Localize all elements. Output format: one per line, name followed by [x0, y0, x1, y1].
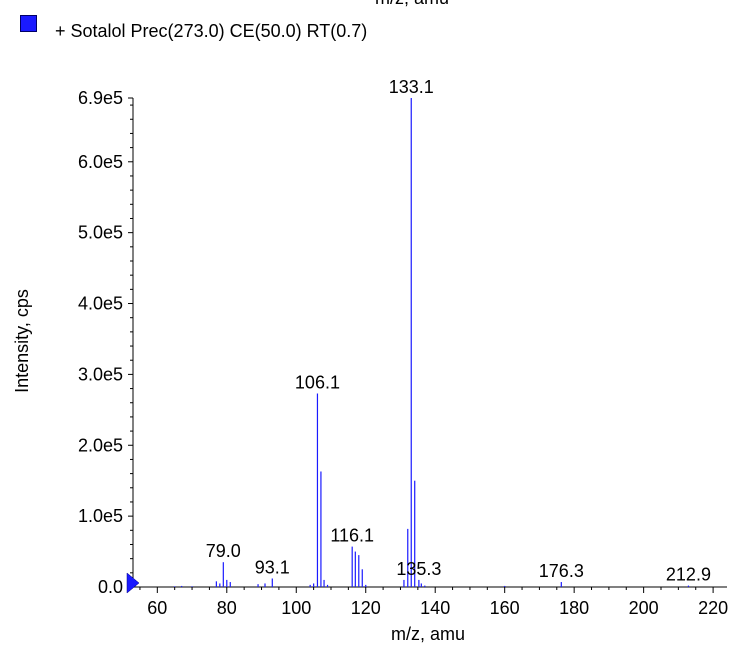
y-tick-label: 1.0e5 [78, 506, 123, 526]
legend-swatch [20, 14, 37, 32]
peak-label: 135.3 [396, 559, 441, 579]
peak-label: 93.1 [255, 557, 290, 577]
origin-marker-icon [126, 572, 140, 594]
y-tick-label: 6.9e5 [78, 88, 123, 108]
x-tick-label: 220 [698, 598, 728, 618]
peak-labels: 79.0 93.1 106.1 116.1 133.1 135.3 176.3 212.9 [206, 77, 711, 585]
y-tick-label: 5.0e5 [78, 223, 123, 243]
y-tick-label: 2.0e5 [78, 435, 123, 455]
y-tick-label: 3.0e5 [78, 364, 123, 384]
x-tick-label: 160 [490, 598, 520, 618]
y-ticks: 0.0 1.0e5 2.0e5 3.0e5 4.0e5 5.0e5 6.0e5 6.9e5 [78, 88, 133, 597]
x-tick-label: 120 [351, 598, 381, 618]
peak-label: 116.1 [330, 526, 374, 546]
legend: + Sotalol Prec(273.0) CE(50.0) RT(0.7) [20, 14, 368, 42]
x-tick-label: 100 [281, 598, 311, 618]
x-tick-label: 200 [629, 598, 659, 618]
x-tick-label: 60 [147, 598, 167, 618]
peaks [174, 98, 690, 587]
x-tick-label: 140 [420, 598, 450, 618]
peak-label: 79.0 [206, 541, 241, 561]
axes [132, 98, 727, 588]
x-tick-label: 80 [217, 598, 237, 618]
peak-label: 212.9 [666, 565, 711, 585]
peak-label: 133.1 [389, 77, 434, 97]
x-axis-title: m/z, amu [391, 624, 465, 644]
peak-label: 106.1 [295, 373, 340, 393]
y-tick-label: 0.0 [98, 577, 123, 597]
legend-label: + Sotalol Prec(273.0) CE(50.0) RT(0.7) [55, 20, 368, 41]
y-tick-label: 4.0e5 [78, 294, 123, 314]
clipped-axis-label: m/z, amu [375, 0, 449, 9]
peak-label: 176.3 [539, 561, 584, 581]
x-tick-label: 180 [559, 598, 589, 618]
x-ticks: 60 80 100 120 140 160 180 200 220 [139, 587, 728, 618]
y-axis-title: Intensity, cps [12, 289, 32, 393]
y-tick-label: 6.0e5 [78, 152, 123, 172]
